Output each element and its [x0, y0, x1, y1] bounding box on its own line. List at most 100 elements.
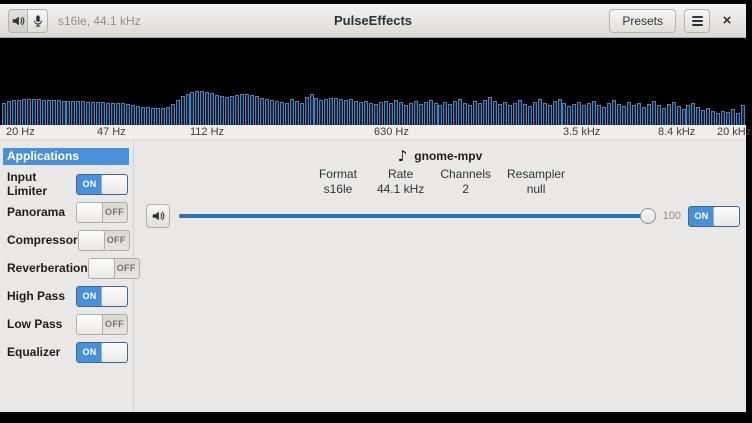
switch-handle[interactable] — [101, 174, 127, 194]
presets-button[interactable]: Presets — [609, 8, 676, 33]
switch-handle[interactable] — [77, 314, 103, 334]
spectrum-bar — [235, 95, 240, 125]
spectrum-bar — [170, 104, 175, 125]
spectrum-bar — [150, 108, 155, 125]
spectrum-bar — [388, 103, 393, 125]
spectrum-bar — [205, 92, 210, 125]
spectrum-bar — [552, 101, 557, 125]
close-button[interactable]: × — [722, 12, 732, 29]
effect-row-reverberation[interactable]: Reverberation OFF — [0, 254, 140, 282]
spectrum-bar — [349, 99, 354, 125]
effect-row-high-pass[interactable]: High Pass ON — [0, 282, 133, 310]
effect-row-equalizer[interactable]: Equalizer ON — [0, 338, 133, 366]
spectrum-bar — [165, 107, 170, 125]
switch-handle[interactable] — [77, 202, 103, 222]
effect-switch-input-limiter[interactable]: ON — [76, 173, 128, 195]
freq-tick-label: 3.5 kHz — [563, 126, 601, 138]
switch-handle[interactable] — [101, 342, 127, 362]
spectrum-bar — [532, 102, 537, 125]
effect-switch-high-pass[interactable]: ON — [76, 285, 128, 307]
spectrum-bar — [101, 102, 106, 125]
spectrum-bar — [289, 99, 294, 125]
volume-slider-handle[interactable] — [639, 208, 656, 224]
meta-label: Rate — [387, 167, 414, 181]
spectrum-bar — [56, 100, 61, 125]
volume-slider[interactable] — [179, 207, 656, 225]
spectrum-bar — [607, 103, 612, 125]
effect-row-input-limiter[interactable]: Input Limiter ON — [0, 170, 133, 198]
spectrum-bar — [81, 101, 86, 125]
meta-value: s16le — [323, 182, 353, 196]
effect-switch-low-pass[interactable]: OFF — [76, 313, 128, 335]
switch-state-label: OFF — [116, 262, 136, 273]
spectrum-bar — [557, 99, 562, 125]
spectrum-bar — [145, 107, 150, 125]
spectrum-bar — [374, 104, 378, 125]
spectrum-bar — [483, 100, 488, 125]
spectrum-bar — [160, 108, 165, 125]
effect-row-compressor[interactable]: Compressor OFF — [0, 226, 133, 254]
spectrum-bar — [279, 102, 284, 125]
switch-handle[interactable] — [88, 258, 115, 278]
microphone-icon — [31, 14, 45, 28]
spectrum-bar — [666, 104, 671, 125]
switch-handle[interactable] — [101, 286, 127, 306]
spectrum-bar — [200, 91, 205, 125]
spectrum-bar — [398, 102, 403, 125]
effect-label: Panorama — [7, 205, 66, 219]
spectrum-bar — [686, 105, 691, 125]
spectrum-bar — [294, 101, 299, 125]
input-microphone-button[interactable] — [28, 8, 48, 33]
effect-switch-reverberation[interactable]: OFF — [87, 257, 140, 279]
spectrum-bar — [726, 112, 731, 125]
effect-switch-compressor[interactable]: OFF — [77, 229, 130, 251]
spectrum-bar — [408, 103, 413, 125]
switch-handle[interactable] — [78, 230, 105, 250]
volume-slider-track[interactable] — [179, 214, 644, 218]
spectrum-bar — [711, 111, 716, 125]
effect-label: Equalizer — [7, 345, 61, 359]
effect-row-panorama[interactable]: Panorama OFF — [0, 198, 133, 226]
volume-switch-slot: ON — [688, 205, 740, 227]
spectrum-bar — [587, 103, 592, 125]
pulseeffects-window: s16le, 44.1 kHz PulseEffects Presets × 2… — [0, 4, 752, 412]
spectrum-bar — [393, 100, 398, 125]
spectrum-bar — [502, 102, 507, 125]
app-enable-switch[interactable]: ON — [688, 205, 740, 227]
mute-button[interactable] — [146, 204, 170, 228]
spectrum-bar — [572, 104, 577, 125]
spectrum-bar — [274, 101, 279, 125]
spectrum-bar — [11, 100, 16, 125]
stream-meta: Format s16le Rate 44.1 kHz Channels 2 Resample… — [134, 167, 746, 197]
meta-value: 2 — [462, 182, 469, 196]
hamburger-menu-button[interactable] — [684, 8, 710, 33]
spectrum-bar — [126, 104, 130, 125]
spectrum-bar — [76, 101, 81, 125]
spectrum-bar — [155, 108, 160, 125]
freq-tick-label: 20 kHz — [717, 126, 752, 138]
effect-row-low-pass[interactable]: Low Pass OFF — [0, 310, 133, 338]
headerbar-right: Presets × — [609, 8, 736, 33]
effect-switch-equalizer[interactable]: ON — [76, 341, 128, 363]
spectrum-bar — [240, 94, 245, 125]
spectrum-bar — [671, 102, 676, 125]
spectrum-bar — [220, 96, 225, 125]
sidebar-item-applications[interactable]: Applications — [3, 148, 129, 165]
spectrum-bar — [626, 102, 631, 125]
switch-handle[interactable] — [713, 206, 739, 226]
hamburger-icon — [691, 15, 703, 18]
spectrum-bar — [329, 98, 334, 125]
meta-label: Channels — [440, 167, 492, 181]
spectrum-bar — [383, 101, 388, 125]
spectrum-bar — [250, 95, 254, 125]
spectrum-bar — [135, 106, 140, 125]
output-speaker-button[interactable] — [8, 8, 28, 33]
spectrum-bar — [493, 101, 498, 125]
spectrum-bar — [656, 105, 661, 125]
spectrum-bar — [512, 103, 517, 125]
meta-format: Format s16le — [315, 167, 361, 197]
spectrum-bar — [2, 103, 6, 125]
spectrum-bar — [418, 104, 423, 125]
effect-switch-panorama[interactable]: OFF — [76, 201, 128, 223]
frequency-axis: 20 Hz 47 Hz 112 Hz 630 Hz 3.5 kHz 8.4 kHz 20 k… — [0, 125, 751, 140]
